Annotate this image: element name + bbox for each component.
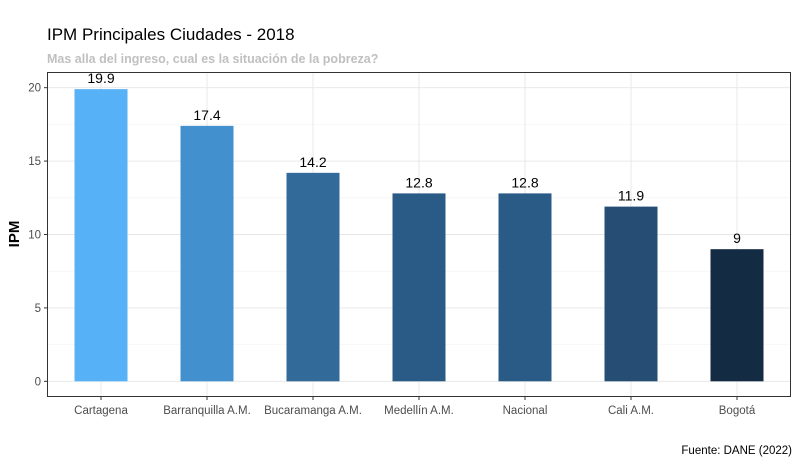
- data-label: 19.9: [87, 70, 114, 86]
- y-tick-label: 15: [28, 156, 41, 168]
- bar: [392, 193, 446, 382]
- chart-title: IPM Principales Ciudades - 2018: [47, 25, 295, 44]
- data-label: 17.4: [193, 107, 220, 123]
- y-tick-label: 5: [35, 303, 41, 315]
- bar: [286, 172, 340, 382]
- data-label: 9: [733, 230, 741, 246]
- y-tick-label: 20: [28, 83, 41, 95]
- x-tick-label: Bucaramanga A.M.: [264, 405, 362, 417]
- x-tick-label: Barranquilla A.M.: [163, 405, 251, 417]
- bar: [604, 206, 658, 382]
- bar: [180, 125, 234, 382]
- y-tick-label: 10: [28, 230, 41, 242]
- chart-subtitle: Mas alla del ingreso, cual es la situaci…: [47, 52, 378, 66]
- bars: [74, 89, 764, 382]
- bar: [710, 249, 764, 382]
- data-label: 12.8: [511, 174, 538, 190]
- x-axis: Cartagena Barranquilla A.M. Bucaramanga A.…: [74, 396, 756, 417]
- caption: Fuente: DANE (2022): [681, 445, 792, 457]
- data-label: 11.9: [618, 188, 644, 204]
- bar: [498, 193, 552, 382]
- data-label: 14.2: [299, 154, 326, 170]
- x-tick-label: Bogotá: [719, 405, 756, 417]
- y-axis: 0 5 10 15 20: [28, 83, 48, 388]
- y-tick-label: 0: [35, 376, 41, 388]
- x-tick-label: Cartagena: [74, 405, 128, 417]
- data-labels: 19.9 17.4 14.2 12.8 12.8 11.9 9: [87, 70, 741, 246]
- x-tick-label: Nacional: [503, 405, 548, 417]
- x-tick-label: Cali A.M.: [608, 405, 654, 417]
- y-axis-label: IPM: [6, 221, 23, 248]
- x-tick-label: Medellín A.M.: [384, 405, 454, 417]
- data-label: 12.8: [405, 174, 432, 190]
- bar: [74, 89, 128, 382]
